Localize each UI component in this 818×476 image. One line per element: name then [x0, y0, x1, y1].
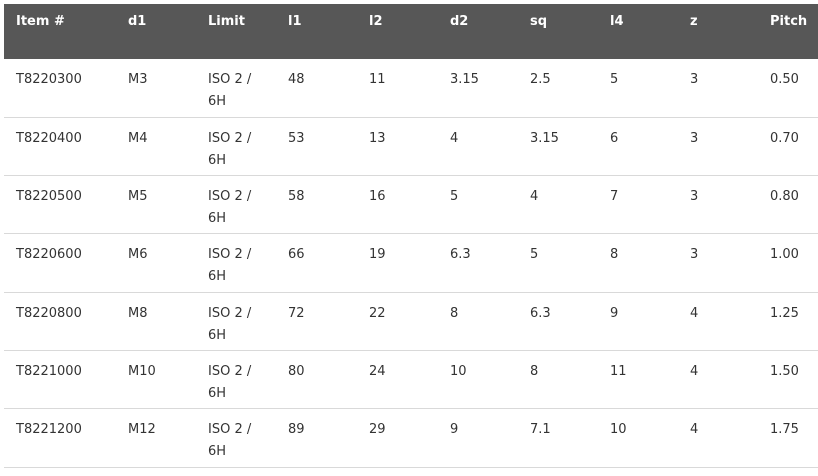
limit-value: ISO 2 / 6H	[208, 305, 252, 343]
z-cell: 4	[690, 422, 699, 438]
limit-value: ISO 2 / 6H	[208, 130, 252, 168]
l2-cell: 13	[369, 130, 386, 146]
d1-cell: M5	[128, 189, 148, 205]
sq-cell: 2.5	[530, 72, 551, 87]
l1-cell: 48	[288, 72, 305, 87]
sq-cell: 8	[530, 363, 539, 379]
l1-cell: 58	[288, 189, 305, 205]
item-number-cell: T8220500	[16, 189, 82, 205]
l4-cell: 8	[610, 247, 619, 263]
l2-cell: 19	[369, 247, 386, 263]
d2-cell: 10	[450, 363, 467, 379]
header-d1: d1	[128, 14, 147, 29]
l2-cell: 22	[369, 305, 386, 321]
d1-cell: M10	[128, 363, 156, 379]
limit-cell: ISO 2 / 6H	[196, 117, 276, 175]
d2-cell: 3.15	[450, 72, 479, 87]
pitch-cell: 0.50	[770, 72, 799, 87]
table-row: T8221000 M10 ISO 2 / 6H 80 24 10 8 11 4 1.50	[4, 350, 818, 409]
z-cell: 3	[690, 247, 699, 263]
header-pitch: Pitch	[770, 14, 808, 29]
item-number-cell: T8220600	[16, 247, 82, 263]
table-row: T8220400 M4 ISO 2 / 6H 53 13 4 3.15 6 3 0.70	[4, 117, 818, 176]
l1-cell: 89	[288, 422, 305, 438]
l4-cell: 11	[610, 363, 627, 379]
table-header: Item # d1 Limit l1 l2 d2 sq l4 z Pitch	[4, 4, 818, 59]
table-row: T8220600 M6 ISO 2 / 6H 66 19 6.3 5 8 3 1.00	[4, 234, 818, 293]
z-cell: 4	[690, 305, 699, 321]
limit-value: ISO 2 / 6H	[208, 422, 252, 460]
table-row: T8221200 M12 ISO 2 / 6H 89 29 9 7.1 10 4 1.75	[4, 409, 818, 468]
item-number-cell: T8221200	[16, 422, 82, 438]
sq-cell: 6.3	[530, 305, 551, 321]
d1-cell: M8	[128, 305, 148, 321]
d2-cell: 8	[450, 305, 459, 321]
limit-cell: ISO 2 / 6H	[196, 292, 276, 350]
l4-cell: 7	[610, 189, 619, 205]
pitch-cell: 0.70	[770, 130, 799, 146]
sq-cell: 3.15	[530, 130, 559, 146]
l1-cell: 80	[288, 363, 305, 379]
table-row: T8220800 M8 ISO 2 / 6H 72 22 8 6.3 9 4 1.25	[4, 292, 818, 351]
d1-cell: M4	[128, 130, 148, 146]
l1-cell: 72	[288, 305, 305, 321]
header-l1: l1	[288, 14, 302, 29]
limit-value: ISO 2 / 6H	[208, 189, 252, 227]
limit-cell: ISO 2 / 6H	[196, 409, 276, 467]
z-cell: 3	[690, 72, 699, 87]
header-z: z	[690, 14, 698, 29]
pitch-cell: 1.50	[770, 363, 799, 379]
pitch-cell: 1.00	[770, 247, 799, 263]
l2-cell: 29	[369, 422, 386, 438]
l1-cell: 53	[288, 130, 305, 146]
limit-value: ISO 2 / 6H	[208, 72, 252, 109]
d1-cell: M6	[128, 247, 148, 263]
z-cell: 4	[690, 363, 699, 379]
d1-cell: M12	[128, 422, 156, 438]
sq-cell: 4	[530, 189, 539, 205]
pitch-cell: 1.75	[770, 422, 799, 438]
specification-table: Item # d1 Limit l1 l2 d2 sq l4 z Pitch T…	[4, 4, 818, 468]
table-body: T8220300 M3 ISO 2 / 6H 48 11 3.15 2.5 5 3 0.50 T82…	[4, 59, 818, 468]
pitch-cell: 1.25	[770, 305, 799, 321]
l2-cell: 24	[369, 363, 386, 379]
item-number-cell: T8220400	[16, 130, 82, 146]
pitch-cell: 0.80	[770, 189, 799, 205]
header-l4: l4	[610, 14, 624, 29]
d2-cell: 5	[450, 189, 459, 205]
table-row: T8220500 M5 ISO 2 / 6H 58 16 5 4 7 3 0.80	[4, 176, 818, 234]
l4-cell: 9	[610, 305, 619, 321]
specification-table-container: Item # d1 Limit l1 l2 d2 sq l4 z Pitch T…	[4, 4, 818, 468]
limit-value: ISO 2 / 6H	[208, 247, 252, 285]
item-number-cell: T8220800	[16, 305, 82, 321]
l4-cell: 6	[610, 130, 619, 146]
l4-cell: 5	[610, 72, 619, 87]
header-d2: d2	[450, 14, 469, 29]
d1-cell: M3	[128, 72, 148, 87]
header-l2: l2	[369, 14, 383, 29]
limit-cell: ISO 2 / 6H	[196, 350, 276, 408]
z-cell: 3	[690, 189, 699, 205]
limit-cell: ISO 2 / 6H	[196, 234, 276, 292]
item-number-cell: T8220300	[16, 72, 82, 87]
z-cell: 3	[690, 130, 699, 146]
header-sq: sq	[530, 14, 548, 29]
sq-cell: 7.1	[530, 422, 551, 438]
limit-cell: ISO 2 / 6H	[196, 176, 276, 234]
limit-value: ISO 2 / 6H	[208, 363, 252, 401]
header-row: Item # d1 Limit l1 l2 d2 sq l4 z Pitch	[4, 4, 818, 59]
l2-cell: 16	[369, 189, 386, 205]
l1-cell: 66	[288, 247, 305, 263]
d2-cell: 4	[450, 130, 459, 146]
sq-cell: 5	[530, 247, 539, 263]
l4-cell: 10	[610, 422, 627, 438]
header-item-number: Item #	[16, 14, 65, 29]
header-limit: Limit	[208, 14, 245, 29]
limit-cell: ISO 2 / 6H	[196, 59, 276, 117]
d2-cell: 6.3	[450, 247, 471, 263]
table-row: T8220300 M3 ISO 2 / 6H 48 11 3.15 2.5 5 3 0.50	[4, 59, 818, 118]
d2-cell: 9	[450, 422, 459, 438]
l2-cell: 11	[369, 72, 386, 87]
item-number-cell: T8221000	[16, 363, 82, 379]
